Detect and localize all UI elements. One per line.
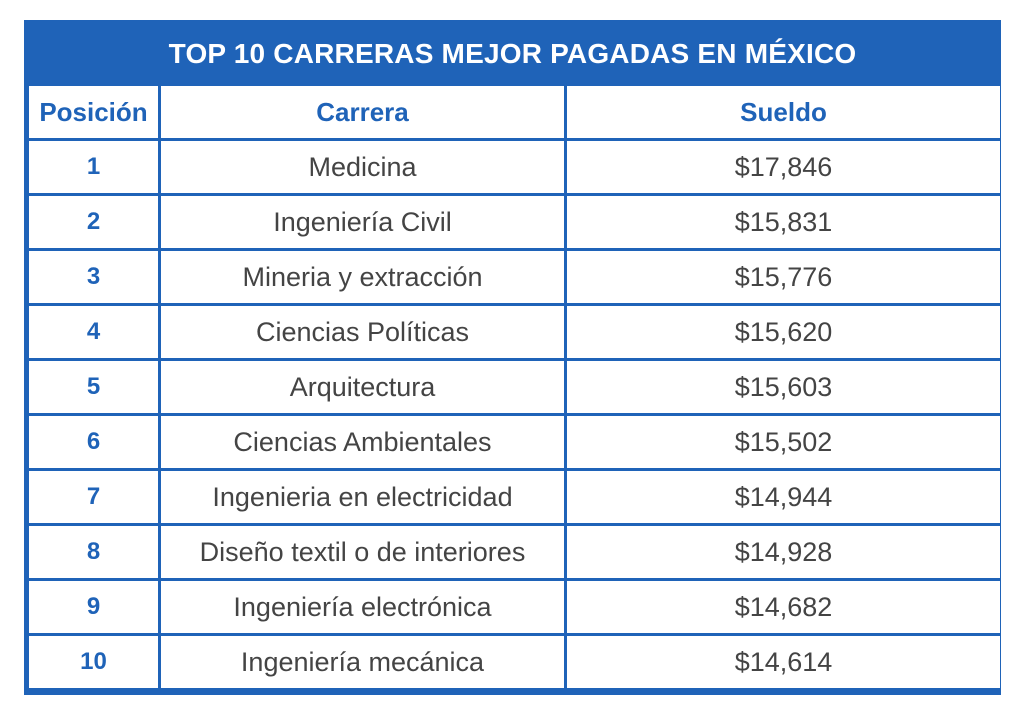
position-cell: 2 [29,196,158,248]
table-row: 10 Ingeniería mecánica $14,614 [29,636,1000,688]
position-cell: 8 [29,526,158,578]
salary-cell: $15,603 [567,361,1000,413]
career-cell: Ingeniería Civil [161,196,564,248]
salary-cell: $15,831 [567,196,1000,248]
career-cell: Medicina [161,141,564,193]
table-row: 3 Mineria y extracción $15,776 [29,251,1000,303]
header-row: Posición Carrera Sueldo [29,86,1000,138]
salary-cell: $14,928 [567,526,1000,578]
career-cell: Ingeniería electrónica [161,581,564,633]
salary-cell: $15,776 [567,251,1000,303]
career-cell: Ciencias Ambientales [161,416,564,468]
table-row: 7 Ingenieria en electricidad $14,944 [29,471,1000,523]
position-cell: 3 [29,251,158,303]
salary-cell: $14,682 [567,581,1000,633]
position-cell: 10 [29,636,158,688]
table-title: TOP 10 CARRERAS MEJOR PAGADAS EN MÉXICO [168,37,857,69]
salary-cell: $14,944 [567,471,1000,523]
position-cell: 4 [29,306,158,358]
position-cell: 6 [29,416,158,468]
column-header-position: Posición [29,86,158,138]
table-row: 2 Ingeniería Civil $15,831 [29,196,1000,248]
position-cell: 7 [29,471,158,523]
salary-cell: $15,620 [567,306,1000,358]
position-cell: 9 [29,581,158,633]
career-cell: Ingenieria en electricidad [161,471,564,523]
salary-cell: $14,614 [567,636,1000,688]
career-cell: Diseño textil o de interiores [161,526,564,578]
salary-table: TOP 10 CARRERAS MEJOR PAGADAS EN MÉXICO … [24,20,1001,695]
table-row: 6 Ciencias Ambientales $15,502 [29,416,1000,468]
salary-cell: $17,846 [567,141,1000,193]
table-row: 8 Diseño textil o de interiores $14,928 [29,526,1000,578]
table-row: 1 Medicina $17,846 [29,141,1000,193]
career-cell: Ingeniería mecánica [161,636,564,688]
salary-grid: Posición Carrera Sueldo 1 Medicina $17,8… [26,83,1003,691]
career-cell: Ciencias Políticas [161,306,564,358]
position-cell: 1 [29,141,158,193]
table-row: 9 Ingeniería electrónica $14,682 [29,581,1000,633]
column-header-career: Carrera [161,86,564,138]
career-cell: Mineria y extracción [161,251,564,303]
position-cell: 5 [29,361,158,413]
career-cell: Arquitectura [161,361,564,413]
salary-cell: $15,502 [567,416,1000,468]
column-header-salary: Sueldo [567,86,1000,138]
table-row: 4 Ciencias Políticas $15,620 [29,306,1000,358]
table-row: 5 Arquitectura $15,603 [29,361,1000,413]
